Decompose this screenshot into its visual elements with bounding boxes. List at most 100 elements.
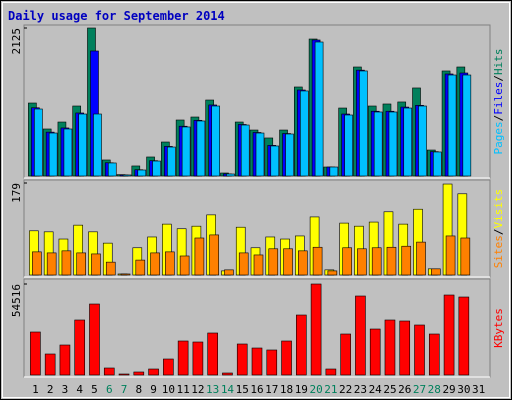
bar	[344, 114, 353, 177]
legend: Pages/Files/Hits	[492, 49, 505, 155]
bar	[314, 41, 324, 177]
bar	[283, 248, 293, 276]
legend-entry: Visits	[492, 189, 505, 229]
bar	[369, 328, 381, 376]
bar	[416, 241, 426, 276]
bar	[329, 166, 339, 177]
bar	[300, 90, 309, 177]
x-tick-label: 14	[221, 383, 235, 396]
bar	[105, 261, 116, 276]
bar	[192, 341, 204, 376]
bar	[447, 74, 457, 177]
bar	[255, 132, 265, 177]
x-tick-label: 13	[206, 383, 219, 396]
legend-separator: /	[492, 229, 505, 236]
bar	[401, 245, 412, 276]
bar	[310, 283, 322, 376]
x-tick-label: 15	[236, 383, 249, 396]
bar	[460, 237, 471, 276]
bar	[340, 333, 351, 376]
bar	[403, 107, 413, 177]
chart-title: Daily usage for September 2014	[8, 9, 225, 23]
x-tick-label: 19	[295, 383, 308, 396]
x-tick-label: 28	[428, 383, 441, 396]
bar	[253, 254, 264, 276]
bar	[63, 128, 73, 177]
bar	[32, 251, 42, 276]
bar	[240, 124, 250, 177]
x-tick-label: 8	[135, 383, 142, 396]
bar	[462, 74, 472, 177]
bar	[122, 174, 132, 177]
bar	[386, 246, 397, 276]
bar	[268, 248, 279, 276]
legend: Sites/Visits	[492, 189, 505, 269]
bar	[209, 234, 219, 276]
bar	[167, 146, 176, 177]
x-tick-label: 3	[62, 383, 69, 396]
bar	[266, 349, 278, 376]
bar	[373, 111, 383, 177]
bar	[152, 160, 161, 177]
bar	[30, 331, 41, 376]
bar	[163, 358, 174, 376]
bar	[443, 294, 455, 376]
bar	[430, 268, 441, 276]
bar	[226, 173, 235, 177]
x-tick-label: 10	[162, 383, 175, 396]
bar	[388, 111, 398, 177]
bar	[107, 162, 117, 177]
bar	[181, 126, 191, 177]
bar	[357, 248, 367, 276]
legend-entry: Sites	[492, 235, 505, 268]
legend-entry: KBytes	[492, 308, 505, 348]
bar	[312, 246, 323, 276]
bar	[59, 344, 71, 376]
x-tick-label: 4	[76, 383, 83, 396]
y-tick-label: 2125	[10, 28, 23, 55]
x-tick-label: 18	[280, 383, 293, 396]
bar	[133, 371, 145, 376]
bar	[165, 251, 175, 276]
x-tick-label: 11	[177, 383, 190, 396]
bar	[281, 340, 292, 376]
bar	[296, 314, 307, 376]
x-tick-label: 20	[309, 383, 322, 396]
bar	[150, 252, 160, 276]
bar	[61, 250, 72, 276]
bar	[327, 270, 338, 276]
x-tick-label: 29	[442, 383, 455, 396]
bar	[137, 169, 147, 177]
x-tick-label: 1	[32, 383, 39, 396]
bar	[371, 247, 382, 276]
bar	[342, 247, 352, 276]
bar	[46, 252, 57, 276]
bar	[177, 340, 189, 376]
bar	[359, 70, 368, 177]
bar	[432, 151, 442, 177]
bar	[222, 372, 233, 376]
bar	[298, 250, 308, 276]
x-tick-label: 30	[457, 383, 470, 396]
bar	[91, 253, 101, 276]
x-tick-label: 7	[121, 383, 128, 396]
bar	[399, 320, 411, 376]
legend-entry: Files	[492, 82, 505, 115]
bar	[120, 273, 131, 276]
bar	[207, 332, 218, 376]
bar	[44, 353, 56, 376]
bar	[194, 237, 205, 276]
bar	[76, 252, 87, 276]
bar	[285, 133, 294, 177]
legend-separator: /	[492, 75, 505, 82]
x-tick-label: 2	[47, 383, 54, 396]
x-tick-label: 6	[106, 383, 113, 396]
x-tick-label: 12	[191, 383, 204, 396]
bar	[179, 255, 190, 276]
bar	[251, 347, 263, 376]
bar	[148, 368, 159, 376]
x-tick-label: 5	[91, 383, 98, 396]
bar	[118, 373, 130, 376]
